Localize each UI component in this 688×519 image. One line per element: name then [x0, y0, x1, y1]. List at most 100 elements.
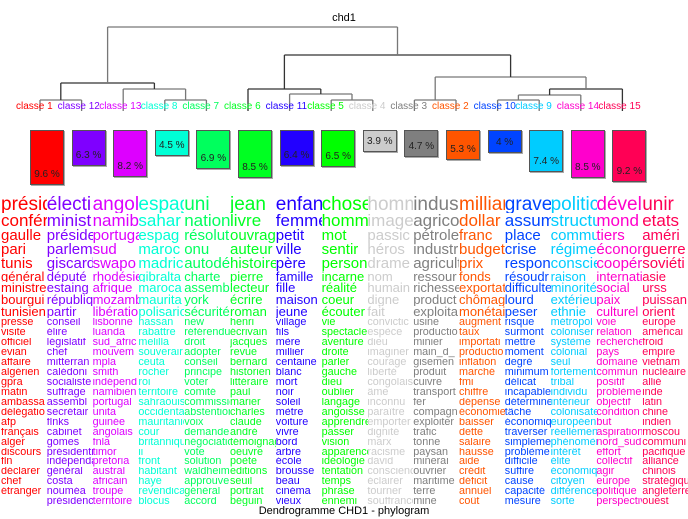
class-word: droit: [184, 338, 206, 349]
class-word: problème: [504, 447, 550, 458]
class-word: économiq: [504, 417, 551, 428]
class-word-column: angol namibi portuga sud swapo rhodésie afriqu…: [93, 196, 139, 506]
class-word: nucléaire: [642, 368, 687, 378]
dendrogram: [39, 26, 624, 111]
class-percentage-box: 7.4 %: [529, 130, 564, 173]
class-word: perspectiv: [596, 497, 643, 506]
class-word: orient: [642, 306, 675, 319]
class-word: blanc: [275, 368, 302, 378]
class-word: passic: [367, 229, 410, 243]
class-word: commissic: [184, 397, 231, 408]
class-word: intérêt: [550, 447, 581, 458]
class-word: dieu: [367, 338, 388, 349]
class-word: socialiste: [46, 377, 92, 388]
class-word: henri: [230, 318, 255, 329]
class-word-column: uninationrésolutonuautodétecharteassembl…: [184, 196, 230, 506]
class-word: surmont: [504, 328, 544, 339]
leaf-label: classe 8: [140, 101, 178, 112]
class-word: adopter: [184, 348, 221, 359]
class-word: chef: [1, 477, 22, 488]
class-word: hausse: [459, 447, 494, 458]
class-word: social: [596, 282, 630, 295]
class-percentage-box: 9.6 %: [30, 130, 64, 185]
class-word: coloniser: [550, 328, 594, 339]
class-word: phénomèn: [550, 437, 597, 448]
class-word: flnks: [46, 417, 69, 428]
class-word: élite: [550, 457, 571, 468]
class-word: espag: [138, 229, 180, 243]
class-percentage-label: 6.5 %: [325, 151, 351, 163]
class-word: luanda: [92, 328, 126, 339]
leaf-label: classe 15: [598, 101, 641, 112]
class-word: augment: [459, 318, 502, 329]
class-word-column: enfanfemmepetitvillepèrefamillefillemais…: [276, 196, 322, 506]
class-percentage-label: 8.2 %: [117, 160, 143, 172]
class-word: pretoria: [92, 457, 130, 468]
class-word: richesse: [413, 282, 460, 295]
class-word: suffire: [504, 467, 535, 478]
class-word: charte: [184, 270, 221, 283]
class-word: électi: [46, 196, 92, 214]
class-word: exploita: [413, 306, 458, 319]
class-word: soviéti: [642, 256, 685, 271]
class-word: mond: [596, 213, 639, 230]
class-word: député: [46, 270, 87, 283]
class-word: moscou: [642, 427, 680, 438]
class-word: algérien: [1, 368, 40, 378]
class-word-column: milliar dollar franc budget prix fonds exporta…: [459, 196, 505, 506]
class-percentage-label: 9.6 %: [34, 168, 60, 180]
class-word: trafic: [413, 427, 437, 438]
class-word: ouvrier: [413, 467, 447, 478]
class-word: abstention: [184, 407, 231, 418]
class-word: économiq: [550, 467, 597, 478]
class-word: apprendre: [321, 417, 368, 428]
class-word: aventure: [321, 338, 364, 349]
class-word: person: [321, 256, 368, 271]
class-percentage-box: 4 %: [487, 130, 522, 153]
class-word: auteur: [230, 242, 273, 257]
class-word: école: [275, 457, 302, 468]
class-word: héros: [367, 242, 405, 257]
class-word: respon: [504, 256, 551, 271]
class-word: éclairer: [367, 477, 403, 488]
class-word-column: jeanlivreouvrageauteurhistoirepierrelect…: [230, 196, 276, 506]
class-word: tiers: [596, 229, 625, 243]
class-word: portuga: [92, 229, 139, 243]
class-word: assemblé: [184, 282, 230, 295]
class-word: déficit: [459, 477, 488, 488]
class-word: europe: [642, 318, 676, 329]
class-word-column: homm image passic héros drame nom humain digne f…: [367, 196, 413, 506]
class-word-column: grave assum place crise respon résoudr difficu…: [505, 196, 551, 506]
class-word: empire: [642, 348, 676, 359]
class-word: indus: [413, 196, 459, 214]
class-word: présidenti: [46, 447, 93, 458]
class-word: intérieur: [550, 397, 590, 408]
class-word: fln: [1, 457, 13, 468]
class-word: effort: [596, 447, 621, 458]
class-word: estaing: [46, 282, 89, 295]
class-word: maroc: [138, 242, 181, 257]
class-word: économie: [459, 407, 505, 418]
class-word: emporter: [367, 417, 411, 428]
class-word: républiq: [46, 294, 93, 307]
class-word: lisbonne: [92, 318, 133, 329]
class-word: portrait: [230, 487, 264, 498]
class-word: chose: [321, 196, 368, 214]
class-word: espag: [138, 196, 184, 214]
class-word: troupe: [92, 487, 124, 498]
class-word: evian: [1, 348, 27, 359]
class-word: régime: [550, 242, 597, 257]
class-word: minerai: [413, 457, 449, 468]
class-word: maurita: [138, 294, 182, 307]
class-word: écouter: [321, 306, 365, 319]
class-word: politic: [550, 196, 597, 214]
class-word: ministre: [1, 282, 47, 295]
class-word: namibi: [92, 213, 139, 230]
class-word: mitterran: [46, 358, 90, 369]
class-word: urss: [642, 282, 667, 295]
class-word: editions: [230, 467, 268, 478]
class-word: digne: [367, 294, 400, 307]
class-percentage-label: 6.9 %: [200, 153, 227, 165]
class-word: père: [275, 256, 306, 271]
class-word: usine: [413, 318, 439, 329]
